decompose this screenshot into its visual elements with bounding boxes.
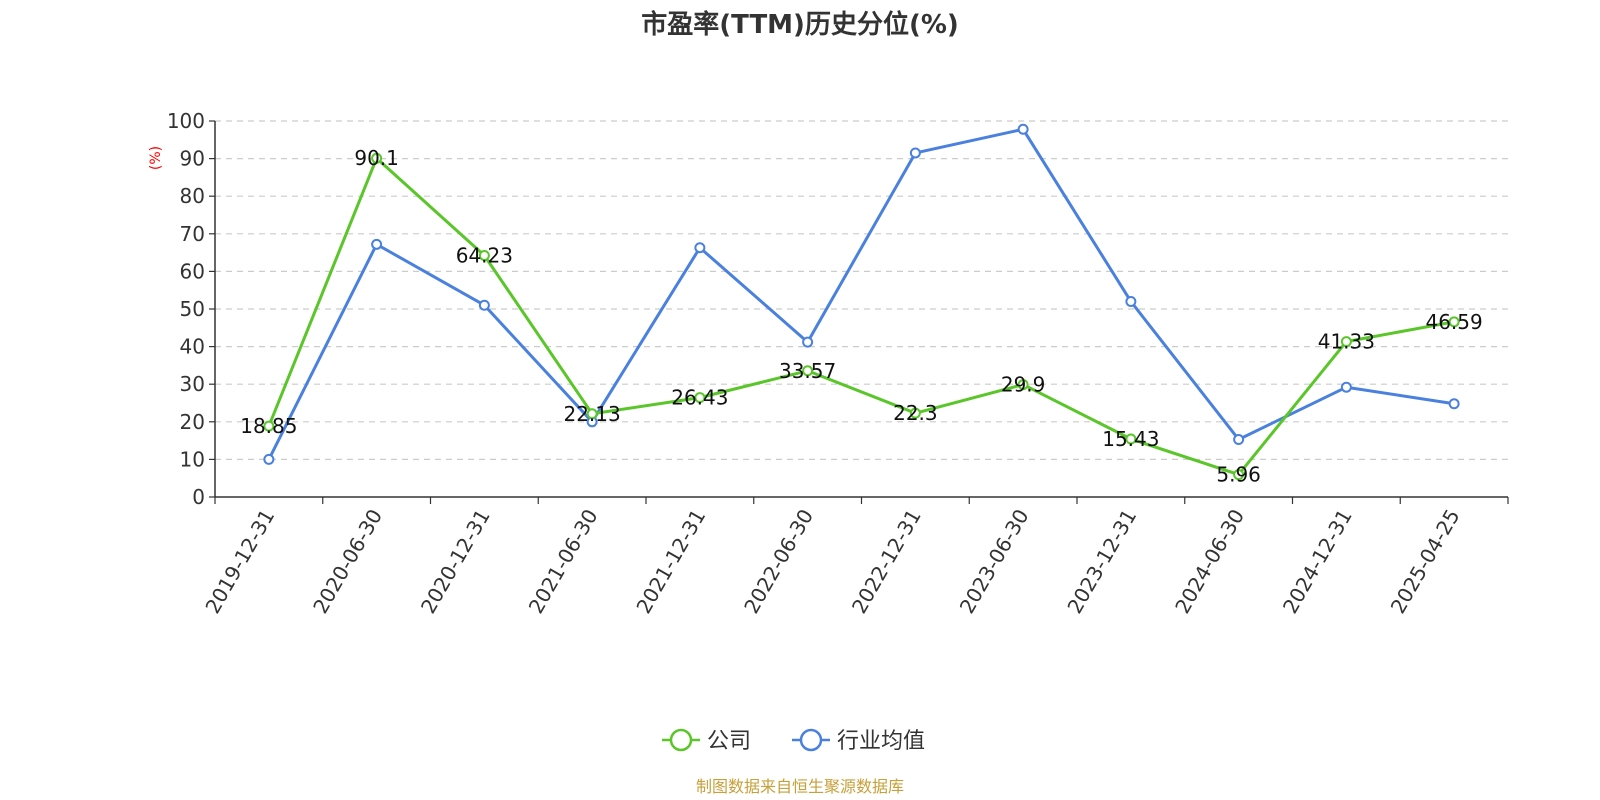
source-note: 制图数据来自恒生聚源数据库 (696, 777, 904, 796)
series-layer (263, 123, 1460, 481)
data-point[interactable] (1233, 469, 1245, 481)
data-point[interactable] (263, 453, 275, 465)
data-point[interactable] (371, 152, 383, 164)
data-label: 33.57 (779, 359, 836, 383)
data-point[interactable] (478, 249, 490, 261)
grid-lines (215, 120, 1508, 460)
x-tick-label: 2020-12-31 (416, 505, 495, 618)
x-tick-label: 2021-12-31 (631, 505, 710, 618)
data-point[interactable] (802, 336, 814, 348)
data-point[interactable] (909, 147, 921, 159)
y-tick-label: 30 (180, 372, 205, 396)
legend-item[interactable]: 行业均值 (792, 728, 925, 754)
data-point[interactable] (263, 420, 275, 432)
data-point[interactable] (694, 242, 706, 254)
x-tick-label: 2025-04-25 (1386, 505, 1465, 618)
data-point[interactable] (802, 365, 814, 377)
data-point[interactable] (478, 299, 490, 311)
y-tick-label: 60 (180, 259, 205, 283)
x-tick-label: 2022-12-31 (847, 505, 926, 618)
y-tick-label: 0 (192, 485, 205, 509)
x-tick-label: 2021-06-30 (524, 505, 603, 618)
data-label: 5.96 (1216, 463, 1261, 487)
legend-marker (669, 728, 693, 752)
data-point[interactable] (1340, 336, 1352, 348)
data-label: 29.9 (1001, 373, 1046, 397)
data-point[interactable] (694, 392, 706, 404)
y-tick-label: 100 (167, 109, 205, 133)
data-point[interactable] (1448, 316, 1460, 328)
data-label: 41.33 (1318, 330, 1375, 354)
x-tick-label: 2023-12-31 (1062, 505, 1141, 618)
x-tick-label: 2019-12-31 (200, 505, 279, 618)
series-line (267, 156, 1455, 477)
y-tick-label: 70 (180, 222, 205, 246)
data-point[interactable] (1340, 381, 1352, 393)
data-point[interactable] (909, 407, 921, 419)
data-point[interactable] (1017, 123, 1029, 135)
legend-item[interactable]: 公司 (662, 728, 751, 754)
axes: 0 10 20 30 40 50 60 70 80 90 100 2019-12-31 2020-06-… (167, 109, 1509, 618)
y-tick-label: 10 (180, 447, 205, 471)
data-label: 15.43 (1102, 427, 1159, 451)
x-tick-label: 2020-06-30 (308, 505, 387, 618)
y-tick-label: 50 (180, 297, 205, 321)
data-point[interactable] (1125, 433, 1137, 445)
y-axis-unit-label: (%) (148, 146, 164, 170)
data-point[interactable] (1125, 295, 1137, 307)
data-point[interactable] (1448, 398, 1460, 410)
data-point[interactable] (371, 238, 383, 250)
legend-label: 行业均值 (837, 729, 925, 754)
x-tick-label: 2022-06-30 (739, 505, 818, 618)
series-line (267, 127, 1455, 461)
data-label: 22.3 (893, 401, 938, 425)
data-point[interactable] (1017, 379, 1029, 391)
x-tick-label: 2024-06-30 (1170, 505, 1249, 618)
data-point[interactable] (586, 408, 598, 420)
data-label: 64.23 (456, 243, 513, 267)
data-label: 22.13 (563, 402, 620, 426)
legend[interactable]: 公司 行业均值 (662, 728, 925, 754)
data-point[interactable] (1233, 433, 1245, 445)
data-label: 26.43 (671, 386, 728, 410)
legend-label: 公司 (707, 729, 751, 754)
y-tick-label: 20 (180, 410, 205, 434)
x-tick-label: 2023-06-30 (955, 505, 1034, 618)
data-label: 90.1 (354, 146, 399, 170)
x-tick-label: 2024-12-31 (1278, 505, 1357, 618)
data-labels: 18.85 90.1 64.23 22.13 26.43 33.57 22.3 29.9 15.… (240, 146, 1483, 486)
data-label: 46.59 (1425, 310, 1482, 334)
chart-title: 市盈率(TTM)历史分位(%) (641, 9, 959, 40)
legend-marker (799, 728, 823, 752)
y-tick-label: 90 (180, 147, 205, 171)
y-tick-label: 40 (180, 335, 205, 359)
y-tick-label: 80 (180, 184, 205, 208)
data-label: 18.85 (240, 414, 297, 438)
